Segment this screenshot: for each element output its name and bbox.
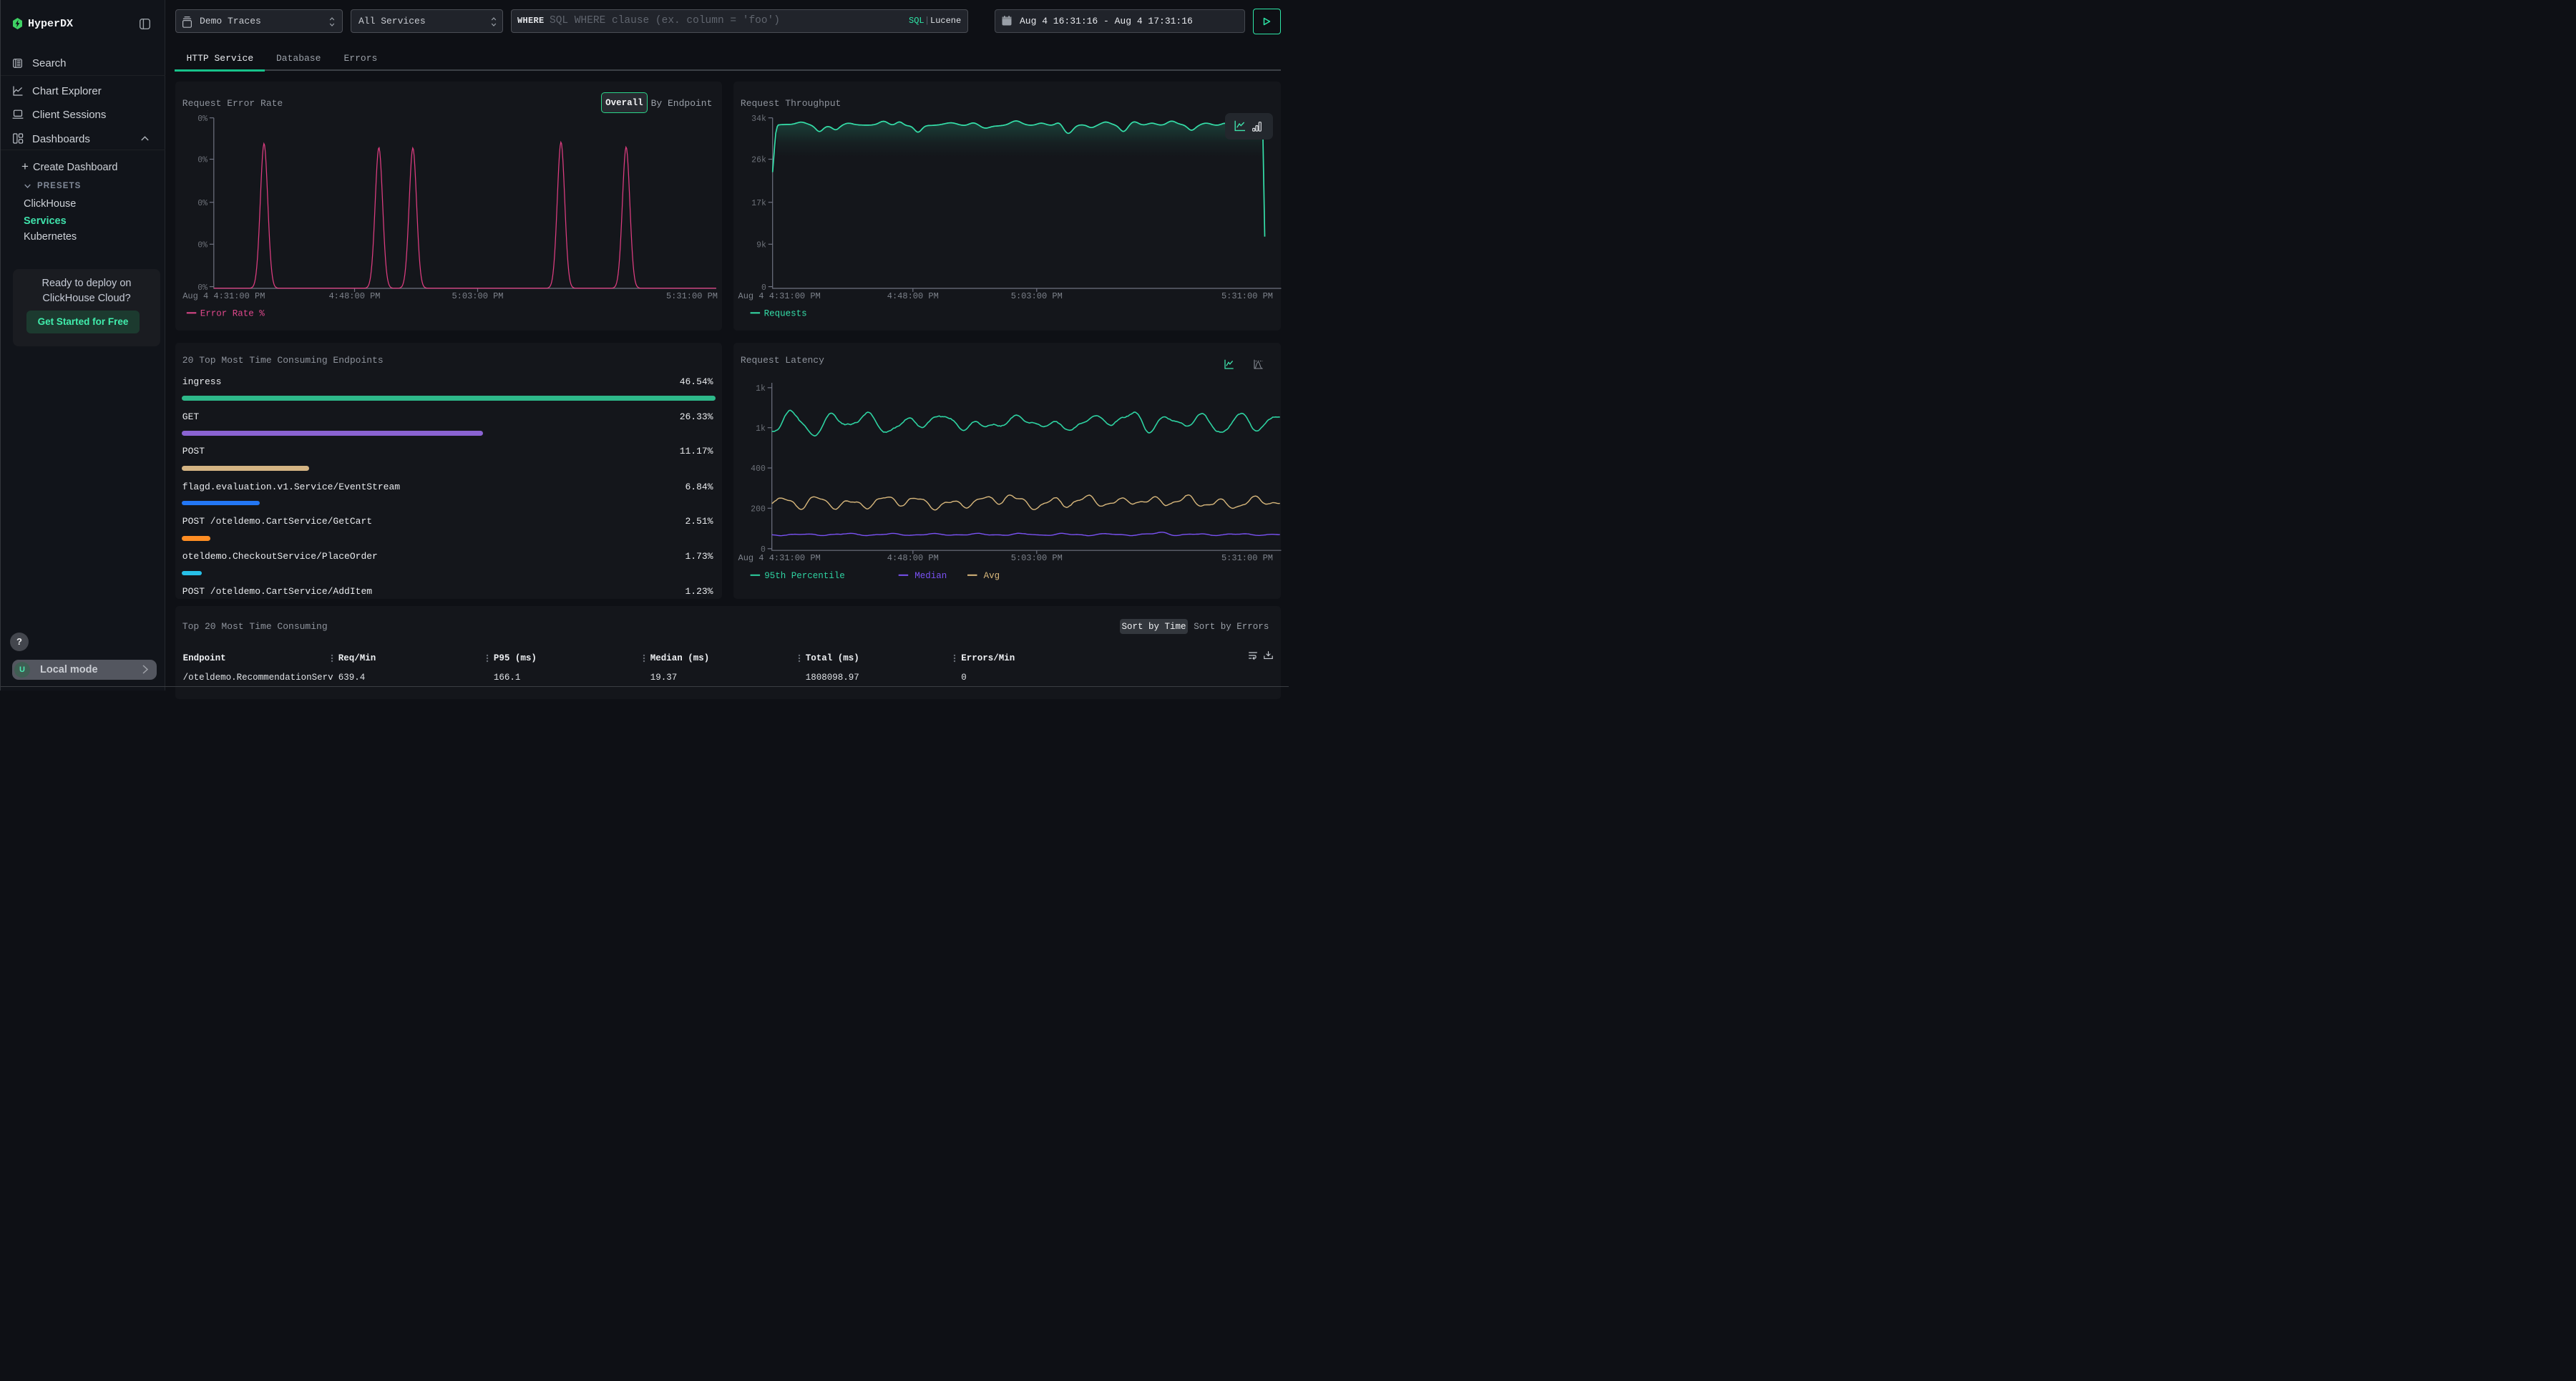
svg-text:0: 0 (761, 283, 766, 293)
svg-text:5:31:00 PM: 5:31:00 PM (1221, 291, 1273, 301)
svg-text:5:03:00 PM: 5:03:00 PM (452, 291, 503, 301)
svg-text:200: 200 (751, 504, 766, 514)
svg-text:34k: 34k (751, 114, 766, 124)
svg-text:4:48:00 PM: 4:48:00 PM (328, 291, 380, 301)
svg-text:Requests: Requests (763, 309, 806, 319)
svg-text:4:48:00 PM: 4:48:00 PM (887, 553, 939, 563)
svg-text:0%: 0% (197, 283, 208, 293)
svg-text:0%: 0% (197, 199, 208, 208)
svg-text:Aug 4 4:31:00 PM: Aug 4 4:31:00 PM (182, 291, 265, 301)
svg-text:17k: 17k (751, 199, 766, 208)
svg-text:Error Rate %: Error Rate % (200, 309, 265, 319)
svg-text:5:31:00 PM: 5:31:00 PM (1221, 553, 1273, 563)
svg-text:0%: 0% (197, 156, 208, 165)
svg-text:Avg: Avg (983, 571, 1000, 581)
svg-text:1k: 1k (756, 384, 766, 394)
svg-text:95th Percentile: 95th Percentile (764, 571, 845, 581)
svg-text:Median: Median (914, 571, 947, 581)
svg-text:4:48:00 PM: 4:48:00 PM (887, 291, 939, 301)
svg-text:0%: 0% (197, 241, 208, 250)
svg-text:Aug 4 4:31:00 PM: Aug 4 4:31:00 PM (738, 553, 820, 563)
svg-text:0: 0 (761, 545, 766, 555)
svg-text:0%: 0% (197, 114, 208, 124)
svg-text:9k: 9k (756, 241, 766, 250)
svg-text:5:03:00 PM: 5:03:00 PM (1011, 553, 1063, 563)
svg-text:1k: 1k (756, 424, 766, 433)
svg-text:26k: 26k (751, 156, 766, 165)
svg-text:400: 400 (751, 464, 766, 474)
svg-text:Aug 4 4:31:00 PM: Aug 4 4:31:00 PM (738, 291, 820, 301)
svg-text:5:03:00 PM: 5:03:00 PM (1011, 291, 1063, 301)
svg-text:5:31:00 PM: 5:31:00 PM (665, 291, 717, 301)
